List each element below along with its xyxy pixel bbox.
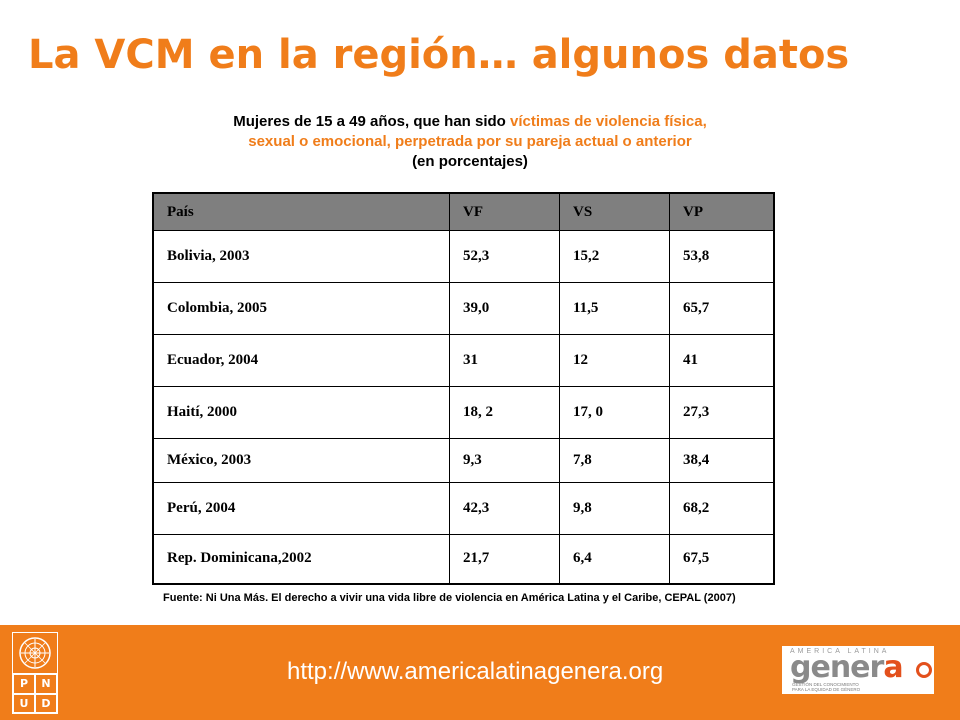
caption-highlight: víctimas de violencia física,	[510, 113, 707, 130]
slide-title: La VCM en la región… algunos datos	[28, 32, 850, 78]
genera-logo-subtext: GESTIÓN DEL CONOCIMIENTO PARA LA EQUIDAD…	[792, 682, 860, 692]
cell-vp: 65,7	[669, 282, 775, 335]
cell-country: Ecuador, 2004	[152, 334, 450, 387]
cell-country: Rep. Dominicana,2002	[152, 534, 450, 585]
genera-logo-word: genera	[790, 650, 904, 685]
cell-vf: 18, 2	[449, 386, 560, 439]
un-emblem-icon	[13, 633, 57, 674]
cell-vp: 41	[669, 334, 775, 387]
genera-logo-word-main: gener	[790, 650, 884, 685]
cell-vf: 52,3	[449, 230, 560, 283]
undp-letter: D	[35, 693, 57, 713]
header-vf: VF	[449, 192, 560, 231]
genera-logo-top-text: AMERICA LATINA	[790, 648, 890, 655]
caption-text: Mujeres de 15 a 49 años, que han sido	[233, 113, 510, 130]
genera-logo-word-accent: a	[883, 650, 903, 685]
venus-symbol-icon	[916, 662, 932, 678]
table-caption: Mujeres de 15 a 49 años, que han sido ví…	[150, 112, 790, 172]
caption-units: (en porcentajes)	[412, 153, 528, 170]
cell-vs: 17, 0	[559, 386, 670, 439]
cell-vf: 31	[449, 334, 560, 387]
undp-logo: P N U D	[12, 632, 58, 714]
caption-highlight-line2: sexual o emocional, perpetrada por su pa…	[248, 133, 692, 150]
cell-vf: 42,3	[449, 482, 560, 535]
cell-country: Colombia, 2005	[152, 282, 450, 335]
cell-vs: 12	[559, 334, 670, 387]
cell-vf: 39,0	[449, 282, 560, 335]
header-vs: VS	[559, 192, 670, 231]
genera-logo: AMERICA LATINA genera GESTIÓN DEL CONOCI…	[782, 646, 934, 694]
cell-vp: 27,3	[669, 386, 775, 439]
cell-vp: 38,4	[669, 438, 775, 483]
cell-vs: 11,5	[559, 282, 670, 335]
table-row: Rep. Dominicana,2002 21,7 6,4 67,5	[152, 534, 775, 585]
cell-vf: 21,7	[449, 534, 560, 585]
header-vp: VP	[669, 192, 775, 231]
table-row: Haití, 2000 18, 2 17, 0 27,3	[152, 386, 775, 439]
table-row: Perú, 2004 42,3 9,8 68,2	[152, 482, 775, 535]
genera-logo-subtext-line2: PARA LA EQUIDAD DE GÉNERO	[792, 687, 861, 692]
cell-country: Perú, 2004	[152, 482, 450, 535]
table-row: Bolivia, 2003 52,3 15,2 53,8	[152, 230, 775, 283]
cell-vp: 53,8	[669, 230, 775, 283]
undp-letter: U	[13, 693, 35, 713]
table-header-row: País VF VS VP	[152, 192, 775, 231]
cell-country: México, 2003	[152, 438, 450, 483]
cell-vs: 7,8	[559, 438, 670, 483]
cell-vp: 67,5	[669, 534, 775, 585]
table-row: Ecuador, 2004 31 12 41	[152, 334, 775, 387]
cell-vp: 68,2	[669, 482, 775, 535]
undp-letter: N	[35, 674, 57, 694]
undp-letter: P	[13, 674, 35, 694]
violence-data-table: País VF VS VP Bolivia, 2003 52,3 15,2 53…	[152, 192, 775, 585]
website-link[interactable]: http://www.americalatinagenera.org	[287, 658, 664, 685]
cell-vf: 9,3	[449, 438, 560, 483]
cell-vs: 6,4	[559, 534, 670, 585]
source-footnote: Fuente: Ni Una Más. El derecho a vivir u…	[163, 592, 736, 604]
genera-logo-subtext-line1: GESTIÓN DEL CONOCIMIENTO	[792, 682, 859, 687]
cell-vs: 15,2	[559, 230, 670, 283]
cell-vs: 9,8	[559, 482, 670, 535]
cell-country: Haití, 2000	[152, 386, 450, 439]
header-country: País	[152, 192, 450, 231]
table-row: Colombia, 2005 39,0 11,5 65,7	[152, 282, 775, 335]
table-row: México, 2003 9,3 7,8 38,4	[152, 438, 775, 483]
cell-country: Bolivia, 2003	[152, 230, 450, 283]
